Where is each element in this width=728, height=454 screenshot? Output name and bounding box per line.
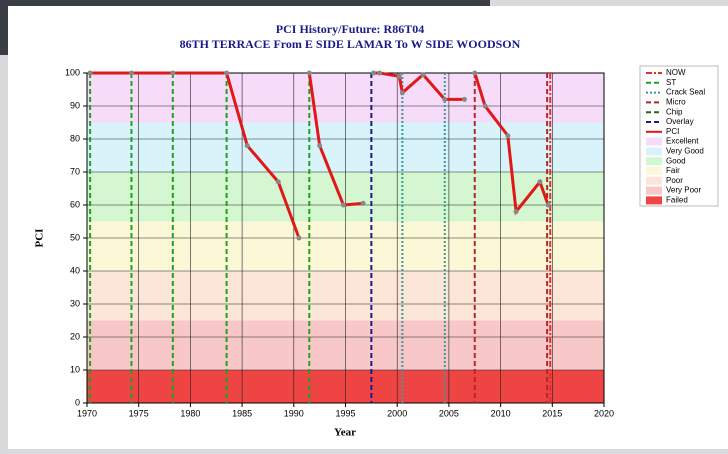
y-tick-label: 40 [70, 265, 80, 275]
y-tick-label: 0 [75, 397, 80, 407]
pci-point [400, 90, 405, 95]
pci-point [442, 97, 447, 102]
legend-label: Micro [666, 98, 686, 107]
legend-label: Good [666, 156, 686, 165]
pci-point [397, 74, 402, 79]
legend-swatch [646, 196, 662, 204]
legend-swatch [646, 138, 662, 146]
pci-point [371, 71, 376, 76]
legend-swatch [646, 147, 662, 155]
x-tick-label: 1990 [284, 408, 304, 418]
pci-point [546, 203, 551, 208]
pci-point [88, 71, 93, 76]
pci-point [537, 179, 542, 184]
legend-label: Chip [666, 107, 683, 116]
legend-swatch [646, 167, 662, 175]
screenshot: PCI History/Future: R86T04 86TH TERRACE … [0, 0, 728, 449]
pci-point [377, 71, 382, 76]
legend-label: Crack Seal [666, 88, 705, 97]
pci-point [296, 236, 301, 241]
legend-swatch [646, 157, 662, 165]
pci-point [514, 209, 519, 214]
chart-title: PCI History/Future: R86T04 [276, 22, 424, 36]
pci-point [483, 104, 488, 109]
pci-point [224, 71, 229, 76]
y-tick-label: 30 [70, 298, 80, 308]
x-tick-label: 1980 [180, 408, 200, 418]
pci-point [472, 71, 477, 76]
y-tick-label: 70 [70, 166, 80, 176]
y-tick-label: 20 [70, 331, 80, 341]
pci-point [129, 71, 134, 76]
y-tick-label: 60 [70, 199, 80, 209]
legend-swatch [646, 177, 662, 185]
pci-point [361, 201, 366, 206]
x-tick-label: 1975 [129, 408, 149, 418]
legend-label: Poor [666, 176, 683, 185]
legend-label: Fair [666, 166, 680, 175]
pci-point [505, 133, 510, 138]
legend-label: NOW [666, 68, 686, 77]
pci-point [276, 179, 281, 184]
y-tick-label: 10 [70, 364, 80, 374]
pci-point [307, 71, 312, 76]
x-tick-label: 2020 [594, 408, 614, 418]
legend-swatch [646, 187, 662, 195]
legend-label: Overlay [666, 117, 694, 126]
x-tick-label: 2005 [439, 408, 459, 418]
pci-point [170, 71, 175, 76]
x-tick-label: 1995 [335, 408, 355, 418]
pci-point [317, 143, 322, 148]
x-tick-label: 2010 [491, 408, 511, 418]
y-tick-label: 100 [65, 67, 80, 77]
pci-point [421, 72, 426, 77]
pci-point [245, 143, 250, 148]
chart-subtitle: 86TH TERRACE From E SIDE LAMAR To W SIDE… [180, 37, 521, 51]
y-tick-label: 90 [70, 100, 80, 110]
y-tick-label: 80 [70, 133, 80, 143]
legend-label: ST [666, 78, 676, 87]
y-tick-label: 50 [70, 232, 80, 242]
legend-label: Failed [666, 196, 688, 205]
legend-label: Very Good [666, 147, 704, 156]
pci-point [462, 97, 467, 102]
x-tick-label: 2000 [387, 408, 407, 418]
x-axis-label: Year [334, 427, 356, 439]
legend-label: PCI [666, 127, 679, 136]
x-tick-label: 1985 [232, 408, 252, 418]
legend-label: Very Poor [666, 186, 701, 195]
x-tick-label: 1970 [77, 408, 97, 418]
pci-point [341, 203, 346, 208]
y-axis-label: PCI [34, 229, 46, 248]
legend-label: Excellent [666, 137, 699, 146]
x-tick-label: 2015 [542, 408, 562, 418]
